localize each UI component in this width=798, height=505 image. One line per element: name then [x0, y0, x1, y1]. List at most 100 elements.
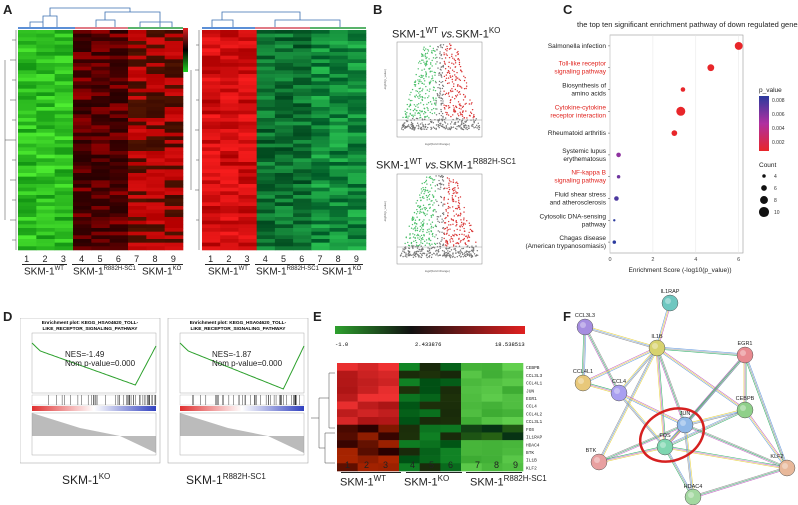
panel-e-group-r882h: SKM-1R882H-SC1: [470, 474, 547, 489]
dot-9: [612, 240, 617, 244]
heatmap2-cells: [202, 30, 367, 251]
legend-p-colorbar: [759, 96, 769, 151]
node-KLF2: [778, 459, 796, 477]
gene-label-HDAC4: HDAC4: [526, 442, 540, 448]
node-label-JUN: JUN: [680, 411, 691, 417]
legend-count-dot-2: [760, 196, 768, 204]
panel-label-a: A: [3, 2, 13, 17]
node-FOS: [656, 438, 674, 456]
pathway-label-0: Salmonella infection: [548, 43, 607, 50]
edge-CCL4L1-IL1B: [582, 346, 657, 383]
gene-label-EGR1: EGR1: [526, 396, 537, 402]
edge-CCL4-FOS: [618, 392, 666, 448]
gene-label-CCL4L2: CCL4L2: [526, 411, 543, 417]
node-CCL4L1: [574, 374, 592, 392]
panel-e-sample-5: 5: [429, 460, 435, 470]
edge-FOS-KLF2: [664, 446, 788, 469]
node-IL1B: [648, 339, 666, 357]
dot-1: [707, 64, 715, 72]
svg-text:-log10(p_value): -log10(p_value): [383, 69, 387, 90]
edge-FOS-HDAC4: [665, 446, 695, 497]
gsea2-title-line2: LIKE_RECEPTOR_SIGNALING_PATHWAY: [191, 326, 287, 332]
edge-CCL4-JUN: [618, 393, 685, 427]
panel-e-sample-1: 1: [345, 460, 351, 470]
edge-JUN-HDAC4: [685, 424, 695, 497]
edge-IL1B-JUN: [657, 347, 687, 425]
edge-IL1B-JUN: [656, 347, 686, 426]
panel-e-sample-9: 9: [513, 460, 519, 470]
gene-label-CCL4: CCL4: [526, 404, 537, 410]
gene-label-CCL3L1: CCL3L1: [526, 419, 543, 425]
node-label-EGR1: EGR1: [738, 341, 753, 347]
node-label-IL1RAP: IL1RAP: [661, 289, 680, 295]
edge-EGR1-KLF2: [744, 354, 788, 469]
node-label-FOS: FOS: [659, 433, 671, 439]
pathway-label-2: Biosynthesis of amino acids: [562, 83, 606, 98]
xtick-2: 2: [651, 257, 654, 263]
edge-JUN-CEBPB: [684, 408, 745, 425]
gene-label-CEBPB: CEBPB: [526, 365, 540, 371]
gene-label-BTK: BTK: [526, 450, 534, 456]
heatmap-e-colorbar: [335, 326, 525, 334]
svg-text:log2(Fold Change): log2(Fold Change): [425, 142, 450, 146]
panel-label-d: D: [3, 309, 13, 324]
legend-count-dot-0: [762, 174, 766, 178]
pathway-label-1: Toll-like receptor signaling pathway: [554, 61, 607, 76]
gsea-plot-1: Enrichment plot: KEGG_HSA04620_TOLL- LIK…: [20, 318, 161, 464]
edge-EGR1-KLF2: [743, 355, 787, 469]
edge-CCL3L3-IL1B: [585, 325, 658, 348]
edge-CCL4L1-IL1B: [583, 348, 658, 385]
volcano1-title: SKM-1WT vs.SKM-1KO: [392, 26, 501, 41]
panel-a-sample-1-1: 1: [24, 254, 30, 264]
edge-CCL3L3-CCL4: [585, 326, 621, 393]
gsea1-nes: NES=-1.49: [65, 350, 105, 359]
panel-label-b: B: [373, 2, 383, 17]
node-CCL4: [610, 384, 628, 402]
edge-EGR1-FOS: [664, 354, 746, 448]
node-label-HDAC4: HDAC4: [684, 484, 703, 490]
edge-CEBPB-KLF2: [743, 410, 787, 469]
panel-a-sample-1-6: 6: [115, 254, 121, 264]
dot-5: [616, 152, 621, 158]
edge-HDAC4-KLF2: [693, 468, 788, 499]
panel-a-sample-2-3: 3: [244, 254, 250, 264]
edge-IL1B-CEBPB: [657, 346, 746, 410]
legend-p-tick-0: 0.008: [772, 98, 785, 104]
legend-count-title: Count: [759, 162, 777, 169]
panel-a-group-ko-1: SKM-1KO: [142, 266, 182, 278]
volcano-plot-1: -log10(p_value) log2(Fold Change): [383, 41, 483, 146]
edge-BTK-JUN: [598, 424, 686, 463]
edge-CCL3L3-CCL4L1: [581, 326, 585, 383]
edge-FOS-HDAC4: [664, 446, 694, 498]
legend-count-tick-1: 6: [774, 186, 777, 192]
dot-0: [734, 41, 743, 50]
dot-6: [616, 174, 621, 179]
edge-BTK-FOS: [598, 446, 666, 463]
panel-a-sample-2-5: 5: [281, 254, 287, 264]
dot-4: [671, 130, 678, 136]
edge-FOS-KLF2: [665, 445, 788, 468]
panel-e-sample-3: 3: [383, 460, 389, 470]
ppi-network: IL1RAP CCL3L3 IL1B CCL4L1 CCL4 EGR1 JUN CEBPB FO…: [573, 289, 796, 505]
panel-a-sample-1-9: 9: [170, 254, 176, 264]
panel-e-group-wt: SKM-1WT: [340, 474, 387, 489]
enrichment-dot-plot: Salmonella infection Toll-like receptor si…: [525, 34, 785, 274]
legend-count-tick-2: 8: [774, 198, 777, 204]
legend-p-title: p_value: [759, 87, 782, 94]
legend-p-tick-1: 0.006: [772, 112, 785, 118]
heatmap1-cells: [18, 30, 184, 251]
edge-CCL4L1-IL1B: [582, 347, 658, 384]
pathway-label-9: Chagas disease (American trypanosomiasis): [525, 235, 606, 250]
gsea1-caption: SKM-1KO: [62, 472, 111, 487]
panel-label-e: E: [313, 309, 322, 324]
node-label-BTK: BTK: [586, 448, 597, 454]
panel-e-sample-6: 6: [448, 460, 454, 470]
gsea1-title-line2: LIKE_RECEPTOR_SIGNALING_PATHWAY: [43, 326, 139, 332]
edge-HDAC4-KLF2: [692, 466, 787, 497]
panel-a-group-r882h-2: SKM-1R882H-SC1: [256, 266, 319, 278]
edge-IL1B-EGR1: [656, 348, 745, 357]
edge-FOS-HDAC4: [663, 447, 693, 498]
edge-IL1B-CEBPB: [656, 347, 746, 411]
edge-FOS-KLF2: [664, 447, 787, 470]
